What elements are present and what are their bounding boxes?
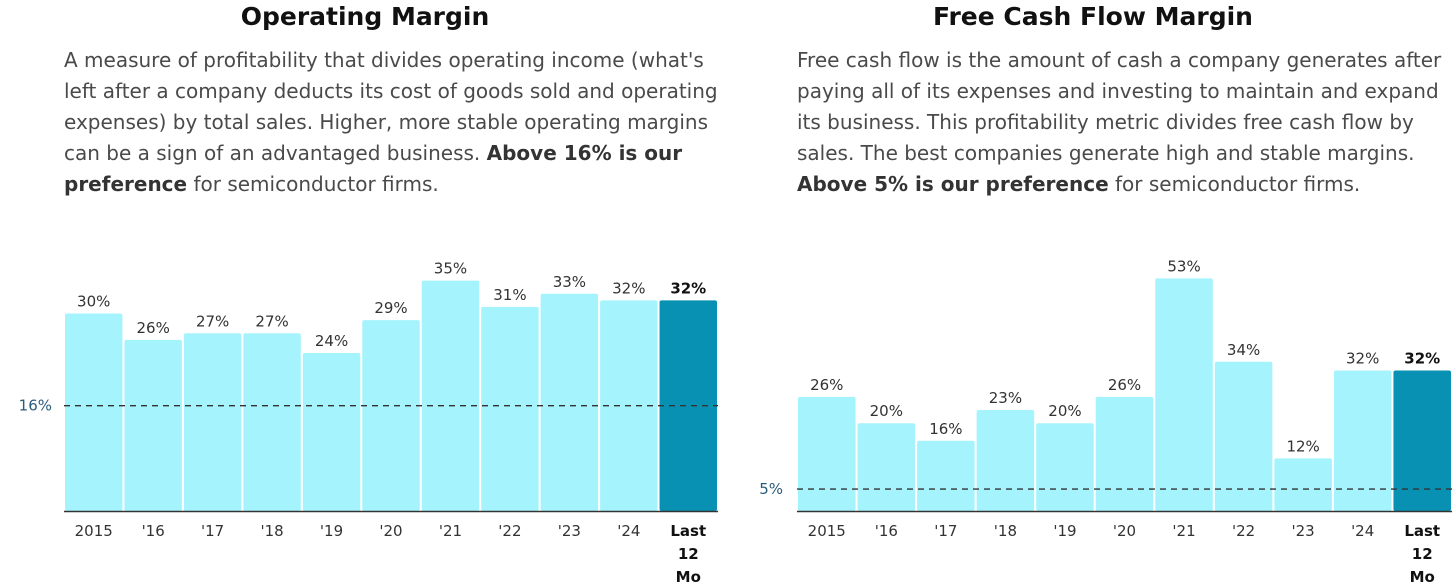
bar-value-label: 24% bbox=[315, 332, 348, 350]
bar-value-label: 27% bbox=[255, 312, 288, 330]
bar-value-label: 32% bbox=[1346, 350, 1379, 368]
x-tick-label: '22 bbox=[498, 522, 521, 540]
description-tail: for semiconductor firms. bbox=[187, 172, 439, 196]
operating-margin-panel: Operating Margin A measure of profitabil… bbox=[19, 2, 726, 585]
bar bbox=[302, 353, 361, 511]
bar bbox=[65, 313, 123, 511]
bar-value-label: 26% bbox=[810, 376, 843, 394]
bar-value-label: 33% bbox=[553, 273, 586, 291]
description-preference: Above 16% is our preference bbox=[64, 141, 683, 196]
bar-value-label: 30% bbox=[77, 293, 110, 311]
bar bbox=[1095, 396, 1154, 511]
bar-value-label: 26% bbox=[1108, 376, 1141, 394]
x-tick-label: '20 bbox=[1113, 522, 1136, 540]
bar bbox=[1274, 458, 1332, 511]
x-tick-label: '17 bbox=[934, 522, 957, 540]
bar bbox=[659, 300, 717, 511]
description-text: A measure of profitability that divides … bbox=[64, 48, 718, 165]
bar bbox=[798, 396, 856, 511]
x-tick-label: '17 bbox=[201, 522, 224, 540]
bar-value-label: 16% bbox=[929, 420, 962, 438]
bar bbox=[481, 306, 539, 511]
bar-value-label: 31% bbox=[493, 286, 526, 304]
bar-value-label: 53% bbox=[1167, 257, 1200, 275]
panel-description: A measure of profitability that divides … bbox=[64, 45, 726, 200]
bar-value-label: 35% bbox=[434, 260, 467, 278]
bar bbox=[857, 423, 916, 511]
bar-value-label: 23% bbox=[989, 389, 1022, 407]
x-tick-label: '24 bbox=[1351, 522, 1374, 540]
bar bbox=[1393, 370, 1451, 511]
bar bbox=[362, 320, 420, 511]
bar bbox=[124, 339, 182, 511]
bar bbox=[1214, 361, 1273, 511]
bar bbox=[917, 440, 975, 511]
x-tick-label: '23 bbox=[1292, 522, 1315, 540]
bar-value-label: 27% bbox=[196, 312, 229, 330]
bar-value-label: 20% bbox=[1048, 402, 1081, 420]
bar bbox=[540, 293, 599, 511]
x-tick-label: '16 bbox=[142, 522, 165, 540]
x-tick-label: Last 12 Mo bbox=[1404, 522, 1440, 585]
bar bbox=[1036, 423, 1094, 511]
free-cash-flow-margin-panel: Free Cash Flow Margin Free cash flow is … bbox=[730, 0, 1456, 585]
bar bbox=[183, 333, 242, 511]
x-tick-label: '22 bbox=[1232, 522, 1255, 540]
panel-description: Free cash flow is the amount of cash a c… bbox=[797, 45, 1447, 200]
threshold-label: 16% bbox=[19, 397, 52, 415]
x-tick-label: '20 bbox=[379, 522, 402, 540]
bar-value-label: 12% bbox=[1286, 437, 1319, 455]
x-tick-label: '19 bbox=[320, 522, 343, 540]
bar bbox=[421, 280, 480, 511]
bar bbox=[1333, 370, 1392, 511]
bar bbox=[1155, 278, 1213, 511]
bar-value-label: 34% bbox=[1227, 341, 1260, 359]
bar-value-label: 32% bbox=[612, 279, 645, 297]
operating-margin-chart: 30% 26% 27% 27% 24% 29% 35% 31% 33% 32% 32% 16% 2015… bbox=[19, 260, 718, 585]
description-tail: for semiconductor firms. bbox=[1108, 172, 1361, 196]
x-tick-label: '21 bbox=[439, 522, 462, 540]
threshold-label: 5% bbox=[759, 480, 783, 498]
bar-value-label: 29% bbox=[374, 299, 407, 317]
bar-value-label: 32% bbox=[670, 279, 706, 297]
panel-title: Free Cash Flow Margin bbox=[933, 2, 1253, 31]
x-tick-label: Last 12 Mo bbox=[670, 522, 706, 585]
bar bbox=[243, 333, 301, 511]
bar-value-label: 26% bbox=[137, 319, 170, 337]
x-tick-label: '16 bbox=[875, 522, 898, 540]
x-tick-label: '21 bbox=[1172, 522, 1195, 540]
x-tick-label: '23 bbox=[558, 522, 581, 540]
description-preference: Above 5% is our preference bbox=[797, 172, 1109, 196]
x-tick-label: 2015 bbox=[808, 522, 846, 540]
description-text: Free cash flow is the amount of cash a c… bbox=[797, 48, 1442, 165]
x-tick-label: 2015 bbox=[75, 522, 113, 540]
x-tick-label: '18 bbox=[994, 522, 1017, 540]
bar bbox=[976, 410, 1035, 511]
x-tick-label: '18 bbox=[260, 522, 283, 540]
free-cash-flow-margin-chart: 26% 20% 16% 23% 20% 26% 53% 34% 12% 32% 32% 5% 2015 '… bbox=[759, 257, 1452, 585]
panel-title: Operating Margin bbox=[240, 2, 490, 31]
bar-value-label: 20% bbox=[870, 402, 903, 420]
x-tick-label: '24 bbox=[617, 522, 640, 540]
x-tick-label: '19 bbox=[1053, 522, 1076, 540]
bar-value-label: 32% bbox=[1404, 350, 1440, 368]
